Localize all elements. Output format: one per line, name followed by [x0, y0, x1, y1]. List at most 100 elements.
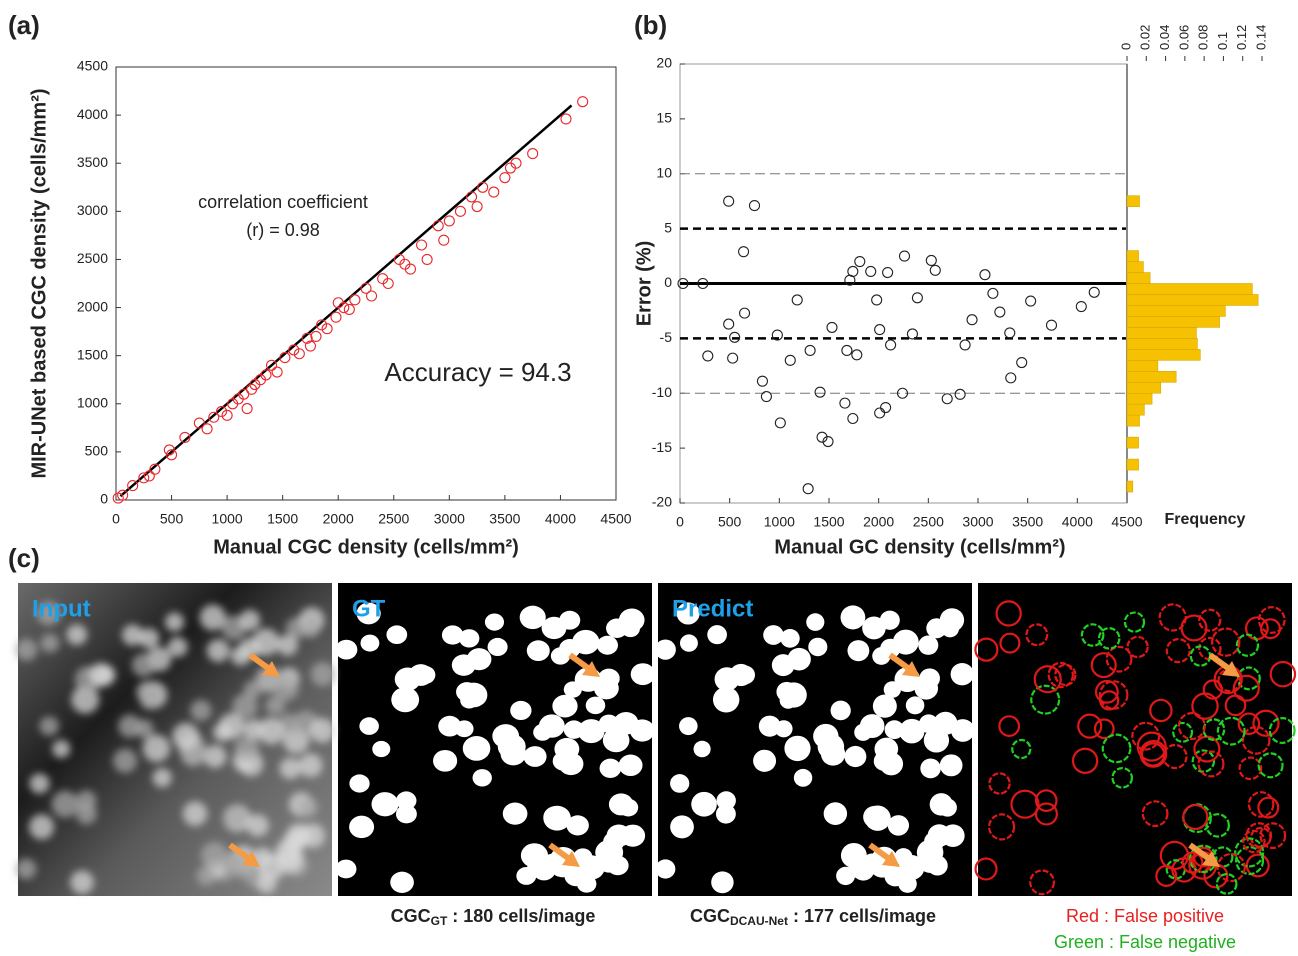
y-tick-label: 1000 [77, 394, 108, 410]
cell [252, 628, 280, 656]
cell [451, 654, 476, 676]
histogram-bar [1126, 381, 1162, 394]
cell-outline [1205, 813, 1230, 838]
y-tick-label: 0 [100, 491, 108, 507]
cell-outline [1093, 718, 1115, 740]
caption-main: CGC [690, 906, 730, 926]
point [814, 386, 826, 398]
cell [899, 718, 925, 744]
cell-outline [1238, 756, 1263, 781]
cell-outline [1172, 721, 1194, 743]
histogram-bar [1126, 316, 1220, 328]
point [201, 423, 213, 435]
point [366, 290, 378, 302]
cell [520, 843, 549, 868]
y-tick-label: 2500 [77, 250, 108, 266]
point [738, 246, 750, 258]
cell [232, 693, 258, 719]
cell [472, 769, 492, 787]
cell [784, 735, 811, 762]
overlap-image [978, 583, 1292, 896]
cell [938, 798, 957, 817]
point [822, 435, 834, 448]
cell [844, 745, 867, 768]
cell-outline [1155, 864, 1178, 887]
cell-outline [1030, 684, 1061, 715]
cell [52, 739, 71, 759]
point [1025, 295, 1037, 307]
cell-outline [998, 715, 1021, 737]
cell-outline [1191, 749, 1216, 773]
arrow [228, 842, 250, 861]
point [1088, 286, 1100, 298]
panel-label: (c) [8, 543, 40, 573]
cell [39, 716, 59, 736]
x-tick-label: 3500 [1012, 514, 1043, 530]
cell [200, 841, 229, 870]
cell [40, 633, 60, 653]
point [577, 96, 589, 108]
x-axis-title: Frequency [1165, 511, 1246, 528]
y-tick-label: 20 [656, 55, 672, 71]
y-tick-label: 1500 [77, 346, 108, 362]
cell [793, 768, 813, 787]
point [941, 393, 953, 405]
point [697, 277, 709, 290]
cell [164, 612, 185, 632]
histogram-bar [1126, 458, 1139, 471]
cell-outline [1034, 789, 1058, 812]
arrow-head [1202, 851, 1220, 867]
point [1045, 319, 1058, 331]
histogram-bar [1126, 305, 1226, 317]
cell [618, 754, 643, 777]
point [127, 480, 139, 492]
point [760, 390, 772, 403]
cell [566, 815, 589, 836]
cell [15, 638, 38, 661]
cell-outline [987, 813, 1016, 841]
point [911, 292, 923, 304]
cell [462, 735, 491, 761]
histogram-bar [1126, 414, 1140, 427]
cell [554, 737, 580, 761]
cell [823, 802, 848, 825]
cell [836, 866, 856, 886]
plot-frame [115, 66, 617, 501]
point [729, 331, 741, 343]
cell [335, 639, 358, 660]
cell [780, 629, 800, 648]
point [677, 277, 689, 290]
cell-outline [1029, 869, 1055, 896]
cell [349, 815, 375, 839]
cell [559, 610, 581, 630]
legend-text: Red : False positive [1066, 906, 1224, 926]
y-tick-label: -20 [652, 494, 672, 510]
cell [356, 602, 381, 625]
point [143, 470, 155, 482]
cell [246, 814, 269, 837]
legend-text: Green : False negative [1054, 932, 1236, 952]
point [826, 321, 838, 333]
x-tick-label: 0.1 [1215, 32, 1230, 50]
cell [599, 758, 622, 779]
cell [372, 740, 391, 758]
point [865, 265, 877, 277]
input-texture [15, 601, 336, 895]
point [241, 403, 253, 415]
caption-rest: : 177 cells/image [788, 906, 936, 926]
point [527, 148, 539, 160]
cell-outline [1094, 679, 1119, 704]
cell [71, 685, 100, 714]
point [804, 344, 816, 356]
arrow [1188, 842, 1210, 861]
cell-outline [1202, 718, 1226, 741]
cell [218, 713, 245, 740]
point [874, 324, 886, 336]
cell [550, 647, 571, 665]
cell-outline [1232, 674, 1260, 702]
cell [459, 629, 480, 648]
y-tick-label: 3500 [77, 154, 108, 170]
cell [203, 744, 227, 769]
cell [830, 700, 851, 721]
